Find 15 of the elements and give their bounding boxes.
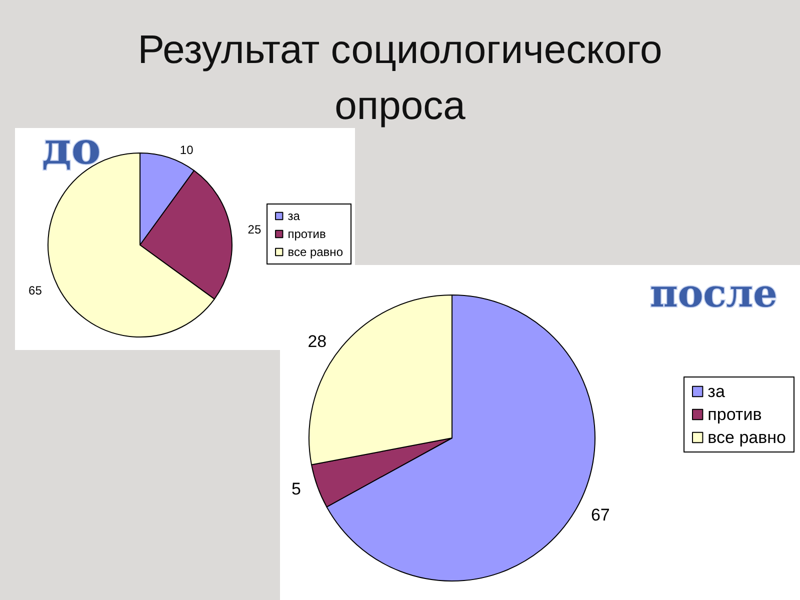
data-label: 10: [180, 142, 194, 157]
chart-title: после: [650, 270, 778, 316]
legend-label: все равно: [708, 428, 786, 447]
data-label: 5: [291, 480, 301, 499]
legend-label: против: [288, 227, 326, 241]
chart-title: до: [42, 124, 101, 174]
text: Результат социологического опроса: [138, 28, 662, 128]
data-label: 65: [28, 283, 42, 298]
legend-label: за: [708, 382, 726, 401]
data-label: 25: [248, 222, 262, 236]
legend-label: все равно: [288, 245, 344, 259]
data-label: 28: [308, 332, 327, 352]
legend-label: за: [288, 209, 300, 223]
legend-label: против: [708, 405, 762, 424]
data-label: 67: [590, 505, 610, 524]
